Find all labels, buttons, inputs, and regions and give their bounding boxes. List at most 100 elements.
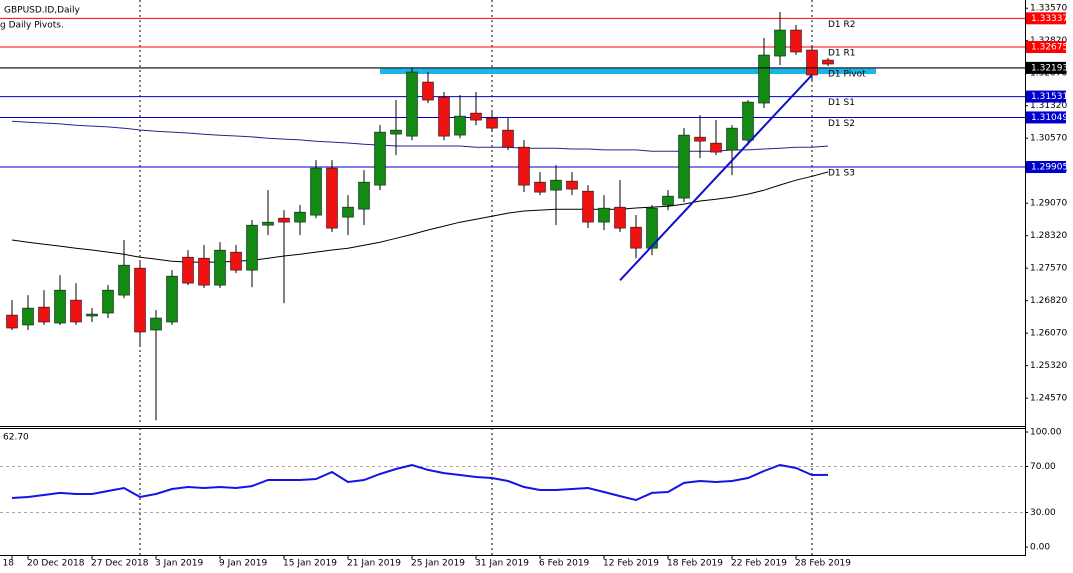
price-tag-label: 1.32193	[1031, 63, 1068, 73]
candle-body	[742, 101, 754, 141]
candle-body	[198, 257, 210, 286]
candle-body	[6, 314, 18, 329]
candle-body	[326, 167, 338, 229]
x-tick-label: 27 Dec 2018	[91, 559, 149, 569]
indicator-line	[11, 463, 829, 502]
price-tag-label: 1.29905	[1031, 163, 1068, 173]
candle-body	[86, 313, 98, 317]
candle-body	[726, 127, 738, 151]
candle-body	[230, 251, 242, 271]
candle-body	[582, 190, 594, 223]
candle-body	[550, 179, 562, 191]
y-tick-label: 0.00	[1030, 543, 1050, 553]
pivot-label: D1 S2	[828, 119, 855, 129]
candle-body	[518, 146, 530, 186]
x-tick-label: 6 Feb 2019	[539, 559, 590, 569]
x-tick-label: 20 Dec 2018	[27, 559, 85, 569]
moving-average	[11, 120, 829, 152]
candle-body	[758, 54, 770, 104]
x-tick-label: 9 Jan 2019	[219, 559, 267, 569]
price-tag	[1026, 111, 1066, 124]
y-tick-label: 1.31320	[1030, 101, 1067, 111]
pivot-label: D1 Pivot	[828, 70, 866, 80]
support-zone	[380, 68, 876, 75]
x-tick-label: 22 Feb 2019	[731, 559, 787, 569]
candle-body	[694, 136, 706, 142]
candle-body	[310, 167, 322, 216]
trendline	[619, 74, 813, 281]
x-tick-label: 18 Feb 2019	[667, 559, 723, 569]
candle-body	[470, 112, 482, 121]
candle-body	[70, 299, 82, 323]
candle-body	[598, 207, 610, 223]
candle-body	[166, 275, 178, 323]
plot	[0, 12, 1025, 513]
price-tag	[1026, 90, 1066, 103]
candle-body	[486, 117, 498, 129]
candle-body	[502, 129, 514, 148]
x-tick-label: 21 Jan 2019	[347, 559, 401, 569]
candle-body	[118, 264, 130, 296]
x-tick-label: 15 Jan 2019	[283, 559, 337, 569]
candle-body	[278, 217, 290, 223]
candle-body	[438, 96, 450, 137]
candle-body	[134, 267, 146, 333]
x-tick-label: 12 Feb 2019	[603, 559, 659, 569]
candle-body	[214, 249, 226, 286]
candle-body	[454, 115, 466, 136]
price-tag-label: 1.33337	[1031, 14, 1068, 24]
candle-body	[614, 206, 626, 229]
candle-body	[646, 207, 658, 249]
candle-body	[22, 307, 34, 326]
candle-body	[54, 289, 66, 324]
price-tag-label: 1.31049	[1031, 113, 1068, 123]
candle-body	[566, 180, 578, 190]
y-tick-label: 1.26070	[1030, 329, 1067, 339]
candle-body	[342, 206, 354, 218]
x-tick-label: 28 Feb 2019	[795, 559, 851, 569]
x-tick-label: 3 Jan 2019	[155, 559, 203, 569]
indicator-value: 62.70	[3, 433, 29, 443]
candle-body	[406, 71, 418, 137]
candle-body	[102, 289, 114, 314]
y-tick-label: 100.00	[1030, 428, 1062, 438]
pivot-label: D1 R2	[828, 20, 856, 30]
candle-body	[374, 131, 386, 186]
y-tick-label: 1.33570	[1030, 4, 1067, 14]
x-tick-label: 18	[3, 559, 15, 569]
candle-body	[790, 29, 802, 53]
y-tick-label: 70.00	[1030, 462, 1056, 472]
candle-body	[262, 221, 274, 226]
price-tag-label: 1.31531	[1031, 92, 1068, 102]
candle-body	[662, 195, 674, 206]
candle-body	[38, 306, 50, 323]
candle-body	[182, 256, 194, 284]
candle-body	[246, 224, 258, 271]
axes	[0, 0, 1026, 556]
candle-body	[806, 49, 818, 76]
candle-body	[150, 317, 162, 331]
candle-body	[710, 142, 722, 153]
y-tick-label: 1.27570	[1030, 264, 1067, 274]
candle-body	[822, 59, 834, 65]
y-tick-label: 1.30570	[1030, 134, 1067, 144]
candle-body	[390, 129, 402, 135]
pivot-label: D1 R1	[828, 49, 856, 59]
candle-body	[422, 81, 434, 101]
price-tag	[1026, 61, 1066, 74]
x-tick-label: 31 Jan 2019	[475, 559, 529, 569]
candle-body	[678, 134, 690, 199]
y-tick-label: 30.00	[1030, 508, 1056, 518]
candle-body	[294, 211, 306, 223]
indicator-name: g Daily Pivots.	[0, 21, 64, 31]
chart-title: GBPUSD.ID,Daily	[4, 6, 81, 16]
pivot-label: D1 S3	[828, 169, 855, 179]
x-tick-label: 25 Jan 2019	[411, 559, 465, 569]
y-tick-label: 1.26820	[1030, 296, 1067, 306]
candle-body	[630, 226, 642, 249]
candle-body	[774, 29, 786, 57]
candle-body	[358, 181, 370, 210]
y-tick-label: 1.25320	[1030, 361, 1067, 371]
price-tag	[1026, 12, 1066, 25]
